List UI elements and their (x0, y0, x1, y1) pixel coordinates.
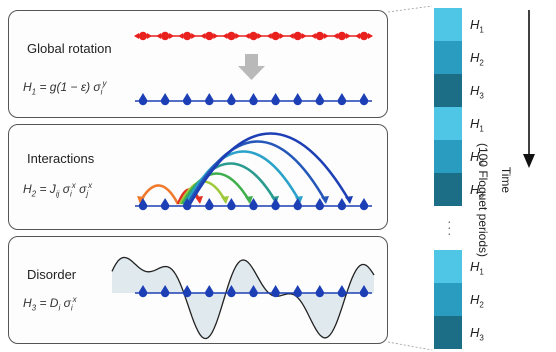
down-arrow-icon (238, 54, 265, 80)
spin-chain-blue-rotated (135, 93, 372, 106)
spin-chain-red (134, 31, 373, 41)
spin-4 (205, 285, 214, 298)
disorder-potential (111, 256, 375, 340)
spin-8 (293, 198, 302, 211)
connector-lines (387, 5, 433, 351)
sequence-label-h3: H3 (470, 83, 484, 101)
formula-h3: H3 = Di σix (23, 295, 77, 313)
spin-7 (271, 198, 280, 211)
spin-1 (138, 198, 148, 211)
interaction-arc-6 (184, 150, 303, 205)
period-axis-label: (100 Floquet periods) (476, 142, 490, 258)
sequence-label-h1: H1 (470, 259, 484, 277)
sequence-label-h3: H3 (470, 182, 484, 200)
spin-11 (355, 31, 373, 41)
sequence-block-h1 (434, 250, 462, 283)
sequence-label-h1: H1 (470, 116, 484, 134)
sequence-label-h3: H3 (470, 325, 484, 343)
spin-11 (359, 93, 369, 106)
panel-title-disorder: Disorder (27, 267, 77, 282)
spin-3 (183, 285, 192, 298)
panel-title-global-rotation: Global rotation (27, 41, 112, 56)
time-axis-label: Time (499, 166, 513, 194)
global-rotation-panel: Global rotation H1 = g(1 − ε) σiy (8, 10, 388, 118)
sequence-label-h1: H1 (470, 17, 484, 35)
spin-4 (205, 93, 214, 106)
interaction-arc-7 (186, 140, 329, 205)
spin-4 (205, 198, 214, 211)
sequence-label-h2: H2 (470, 50, 484, 68)
spin-2 (160, 198, 170, 211)
spin-2 (160, 285, 170, 298)
spin-9 (315, 285, 324, 298)
spin-10 (337, 93, 347, 106)
spin-10 (337, 285, 347, 298)
sequence-block-h1 (434, 8, 462, 41)
sequence-block-h3 (434, 316, 462, 349)
spin-8 (293, 285, 302, 298)
spin-5 (227, 93, 236, 106)
spin-5 (227, 198, 236, 211)
spin-chain-blue-disorder (135, 285, 372, 298)
spin-4 (200, 31, 219, 41)
ellipsis-icon: · · · (447, 213, 452, 241)
sequence-block-h2 (434, 41, 462, 74)
spin-6 (244, 31, 263, 41)
spin-9 (310, 31, 329, 41)
spin-8 (288, 31, 307, 41)
formula-h2: H2 = Jij σix σjx (23, 181, 93, 199)
spin-2 (160, 93, 170, 106)
spin-1 (138, 93, 148, 106)
spin-1 (134, 31, 152, 41)
spin-3 (178, 31, 197, 41)
sequence-block-h2 (434, 283, 462, 316)
spin-9 (315, 198, 324, 211)
spin-5 (227, 285, 236, 298)
spin-8 (293, 93, 302, 106)
sequence-label-h2: H2 (470, 149, 484, 167)
sequence-block-h1 (434, 107, 462, 140)
time-arrow-icon (523, 10, 535, 168)
interactions-panel: Interactions H2 = Jij σix σjx (8, 124, 388, 230)
formula-h1: H1 = g(1 − ε) σiy (23, 79, 107, 97)
sequence-block-h3 (434, 173, 462, 206)
spin-3 (183, 93, 192, 106)
spin-6 (249, 93, 258, 106)
pulse-sequence (434, 8, 462, 349)
interaction-arcs (137, 132, 353, 205)
spin-7 (266, 31, 285, 41)
spin-9 (315, 93, 324, 106)
spin-5 (222, 31, 241, 41)
spin-10 (337, 198, 347, 211)
spin-6 (249, 198, 258, 211)
sequence-block-h2 (434, 140, 462, 173)
panel-title-interactions: Interactions (27, 151, 95, 166)
spin-6 (249, 285, 258, 298)
interaction-arc-8 (188, 132, 353, 205)
spin-2 (156, 31, 175, 41)
spin-3 (183, 198, 192, 211)
spin-7 (271, 93, 280, 106)
sequence-label-h2: H2 (470, 292, 484, 310)
interaction-arc-4 (180, 172, 253, 205)
spin-1 (138, 285, 148, 298)
spin-chain-blue-interactions (135, 198, 372, 211)
spin-11 (359, 285, 369, 298)
sequence-block-h3 (434, 74, 462, 107)
spin-7 (271, 285, 280, 298)
spin-10 (332, 31, 351, 41)
spin-11 (359, 198, 369, 211)
